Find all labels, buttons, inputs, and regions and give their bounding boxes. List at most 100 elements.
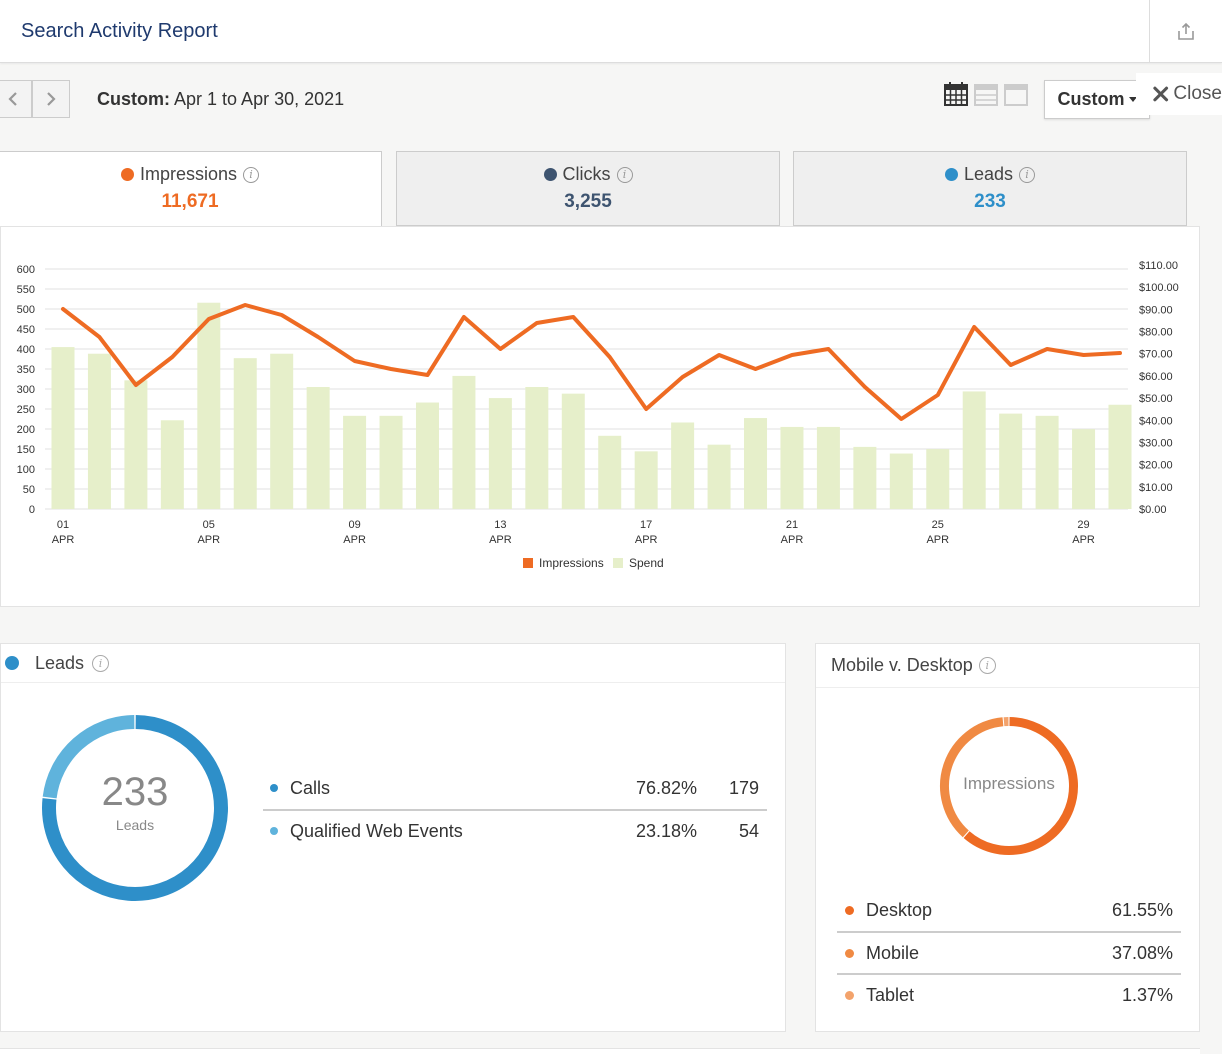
info-icon[interactable]: i	[616, 166, 633, 183]
info-icon[interactable]: i	[1019, 166, 1036, 183]
tab-impressions[interactable]: Impressions i 11,671	[0, 151, 382, 227]
y-left-tick-label: 0	[29, 504, 35, 516]
leads-donut-chart	[42, 715, 228, 901]
impressions-point	[1082, 353, 1086, 357]
calendar-week-icon[interactable]	[974, 82, 998, 106]
impressions-point	[1045, 347, 1049, 351]
info-icon[interactable]: i	[978, 657, 996, 674]
tab-clicks[interactable]: Clicks i 3,255	[396, 151, 780, 226]
x-tick-month-label: APR	[926, 534, 949, 546]
spend-bar	[488, 398, 512, 509]
y-left-tick-label: 150	[17, 444, 35, 456]
impressions-point	[61, 307, 65, 311]
date-range-label: Custom: Apr 1 to Apr 30, 2021	[97, 89, 344, 110]
device-donut-chart	[940, 717, 1078, 855]
spend-bar	[306, 387, 330, 509]
legend-label-impressions: Impressions	[539, 556, 604, 570]
impressions-point	[644, 407, 648, 411]
close-icon	[1153, 86, 1169, 102]
impressions-point	[899, 417, 903, 421]
mobile-desktop-title: Mobile v. Desktop	[831, 655, 973, 675]
device-breakdown: Desktop 61.55% Mobile 37.08% Tablet 1.37…	[837, 889, 1181, 1015]
mobile-desktop-header: Mobile v. Desktop i	[816, 644, 1199, 688]
y-right-tick-label: $80.00	[1139, 327, 1173, 339]
x-tick-label: 17	[640, 519, 652, 531]
spend-bar	[816, 426, 840, 509]
y-right-tick-label: $50.00	[1139, 393, 1173, 405]
spend-bar	[87, 353, 111, 509]
y-left-tick-label: 400	[17, 344, 35, 356]
x-tick-label: 01	[57, 519, 69, 531]
spend-bar	[525, 387, 549, 509]
desktop-dot	[845, 905, 854, 915]
info-icon[interactable]: i	[92, 654, 110, 672]
y-right-tick-label: $60.00	[1139, 371, 1173, 383]
y-left-tick-label: 100	[17, 464, 35, 476]
spend-bar	[634, 451, 658, 509]
spend-bar	[270, 353, 294, 509]
y-right-tick-label: $30.00	[1139, 437, 1173, 449]
spend-bar	[379, 415, 403, 509]
impressions-point	[608, 355, 612, 359]
spend-bar	[999, 413, 1023, 509]
list-item: Mobile 37.08%	[837, 931, 1181, 973]
close-button[interactable]: Close	[1136, 73, 1222, 115]
report-header: Search Activity Report	[0, 0, 1222, 63]
donut-slice	[963, 717, 1078, 855]
impressions-point	[681, 375, 685, 379]
device-pct: 61.55%	[1111, 899, 1173, 920]
impressions-point	[207, 317, 211, 321]
prev-period-button[interactable]	[0, 80, 32, 118]
device-name: Desktop	[866, 899, 933, 920]
custom-range-dropdown[interactable]: Custom	[1044, 80, 1150, 119]
lead-count: 179	[728, 777, 759, 798]
clicks-dot	[543, 168, 557, 181]
y-left-tick-label: 50	[23, 484, 35, 496]
spend-bar	[780, 426, 804, 509]
tablet-dot	[845, 990, 854, 1000]
impressions-point	[790, 353, 794, 357]
x-tick-month-label: APR	[52, 534, 75, 546]
list-item: Qualified Web Events 23.18% 54	[263, 809, 767, 851]
x-tick-label: 25	[932, 519, 944, 531]
share-button[interactable]	[1149, 0, 1222, 63]
impressions-point	[389, 367, 393, 371]
y-left-tick-label: 500	[17, 304, 35, 316]
web-events-dot	[270, 827, 278, 835]
calendar-month-icon[interactable]	[944, 82, 968, 106]
y-right-tick-label: $10.00	[1139, 482, 1173, 494]
x-tick-month-label: APR	[781, 534, 804, 546]
mobile-dot	[845, 948, 854, 958]
x-tick-month-label: APR	[1072, 534, 1095, 546]
lead-count: 54	[738, 820, 759, 841]
tab-value: 233	[974, 191, 1006, 212]
calendar-day-icon[interactable]	[1004, 82, 1028, 106]
spend-bar	[124, 380, 148, 509]
info-icon[interactable]: i	[243, 166, 260, 183]
calls-dot	[270, 784, 278, 792]
lead-pct: 23.18%	[635, 820, 697, 841]
impressions-point	[754, 367, 758, 371]
x-tick-label: 13	[494, 519, 506, 531]
date-range-prefix: Custom:	[97, 89, 170, 109]
x-tick-month-label: APR	[489, 534, 512, 546]
activity-chart-panel: 0 50 100 150 200 250 300 350 400 450 500 550 600 $0.0…	[0, 226, 1200, 607]
spend-bar	[1072, 429, 1096, 509]
tab-leads[interactable]: Leads i 233	[793, 151, 1187, 226]
y-right-tick-label: $100.00	[1139, 282, 1179, 294]
legend-swatch-impressions	[523, 558, 533, 568]
y-left-tick-label: 350	[17, 364, 35, 376]
leads-dot	[944, 168, 958, 181]
lead-name: Qualified Web Events	[290, 820, 463, 841]
list-item: Desktop 61.55%	[837, 889, 1181, 931]
impressions-point	[353, 359, 357, 363]
x-tick-month-label: APR	[197, 534, 220, 546]
spend-bar	[51, 347, 75, 509]
y-left-tick-label: 600	[17, 264, 35, 276]
legend-label-spend: Spend	[629, 556, 664, 570]
impressions-point	[498, 347, 502, 351]
next-period-button[interactable]	[32, 80, 70, 118]
tab-label: Leads	[963, 164, 1014, 184]
spend-bar	[1108, 404, 1132, 509]
y-left-tick-label: 200	[17, 424, 35, 436]
